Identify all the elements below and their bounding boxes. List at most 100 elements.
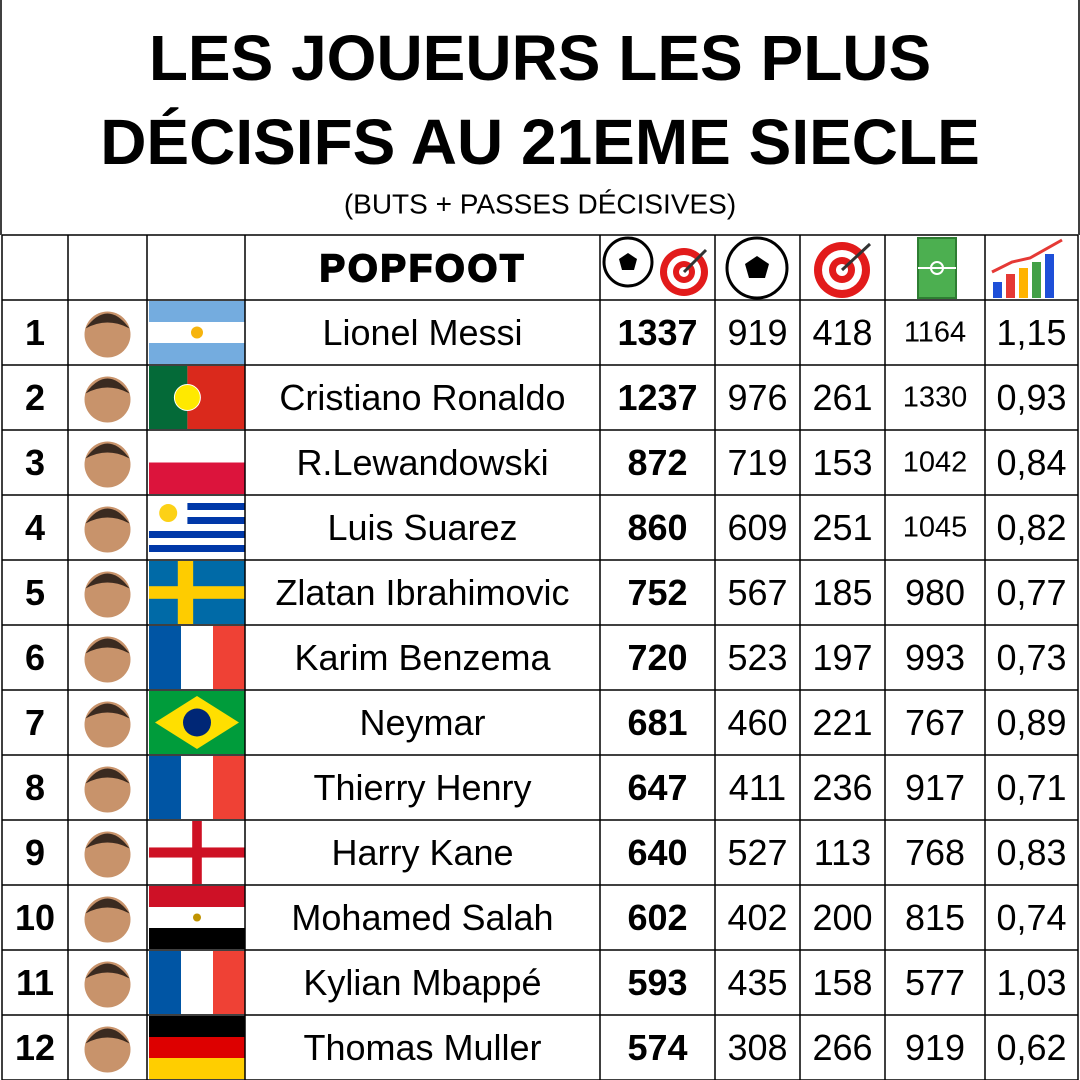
ratio: 1,15 bbox=[996, 312, 1066, 353]
flag-part bbox=[149, 552, 245, 559]
ratio: 0,74 bbox=[996, 897, 1066, 938]
table-row: 4 Luis Suarez 860 609 251 1045 0,82 bbox=[25, 496, 1067, 559]
flag-part bbox=[181, 951, 213, 1014]
flag-part bbox=[149, 503, 245, 510]
table-row: 7 Neymar 681 460 221 767 0,89 bbox=[25, 691, 1067, 754]
flag-part bbox=[149, 1016, 245, 1037]
player-name: Kylian Mbappé bbox=[303, 962, 541, 1003]
rank: 4 bbox=[25, 507, 45, 548]
flag-part bbox=[193, 913, 201, 922]
rank: 3 bbox=[25, 442, 45, 483]
player-name: Lionel Messi bbox=[322, 312, 522, 353]
player-name: Cristiano Ronaldo bbox=[279, 377, 565, 418]
matches: 993 bbox=[905, 637, 965, 678]
flag-part bbox=[181, 756, 213, 819]
flag-part bbox=[149, 431, 245, 463]
target-icon bbox=[814, 242, 872, 298]
player-name: Thierry Henry bbox=[313, 767, 531, 808]
flag-part bbox=[149, 586, 245, 599]
player-name: Neymar bbox=[359, 702, 485, 743]
table-row: 3 R.Lewandowski 872 719 153 1042 0,84 bbox=[25, 431, 1067, 494]
player-name: Mohamed Salah bbox=[291, 897, 553, 938]
player-name: Luis Suarez bbox=[327, 507, 517, 548]
table-row: 11 Kylian Mbappé 593 435 158 577 1,03 bbox=[16, 951, 1067, 1014]
player-name: Thomas Muller bbox=[303, 1027, 541, 1068]
flag-part bbox=[149, 517, 245, 524]
total-decisive: 640 bbox=[627, 832, 687, 873]
player-photo-hair bbox=[85, 443, 130, 459]
ratio: 0,71 bbox=[996, 767, 1066, 808]
total-decisive: 593 bbox=[627, 962, 687, 1003]
title-line: DÉCISIFS AU 21EME SIECLE bbox=[100, 106, 980, 178]
player-photo-hair bbox=[85, 1028, 130, 1044]
flag-part bbox=[149, 531, 245, 538]
player-name: Karim Benzema bbox=[294, 637, 551, 678]
player-photo-hair bbox=[85, 313, 130, 329]
goals: 567 bbox=[727, 572, 787, 613]
rank: 2 bbox=[25, 377, 45, 418]
flag-part bbox=[149, 301, 245, 322]
ratio: 0,83 bbox=[996, 832, 1066, 873]
ratio: 0,73 bbox=[996, 637, 1066, 678]
table-row: 2 Cristiano Ronaldo 1237 976 261 1330 0,93 bbox=[25, 366, 1067, 429]
rank: 11 bbox=[16, 962, 54, 1003]
flag-part bbox=[181, 626, 213, 689]
player-name: Harry Kane bbox=[331, 832, 513, 873]
total-decisive: 752 bbox=[627, 572, 687, 613]
logo: POPFOOT bbox=[320, 248, 527, 290]
matches: 980 bbox=[905, 572, 965, 613]
rank: 10 bbox=[15, 897, 55, 938]
flag-part bbox=[213, 626, 245, 689]
flag-part bbox=[149, 496, 245, 503]
player-photo-hair bbox=[85, 508, 130, 524]
total-decisive: 681 bbox=[627, 702, 687, 743]
flag-part bbox=[173, 384, 201, 411]
table-row: 5 Zlatan Ibrahimovic 752 567 185 980 0,77 bbox=[25, 561, 1067, 624]
rank: 1 bbox=[25, 312, 45, 353]
table-row: 6 Karim Benzema 720 523 197 993 0,73 bbox=[25, 626, 1067, 689]
flag-part bbox=[149, 886, 245, 907]
flag-part bbox=[149, 538, 245, 545]
total-decisive: 872 bbox=[627, 442, 687, 483]
flag-part bbox=[149, 462, 245, 494]
matches: 577 bbox=[905, 962, 965, 1003]
matches: 815 bbox=[905, 897, 965, 938]
flag-part bbox=[213, 756, 245, 819]
total-decisive: 1337 bbox=[617, 312, 697, 353]
goals: 308 bbox=[727, 1027, 787, 1068]
table-row: 12 Thomas Muller 574 308 266 919 0,62 bbox=[15, 1016, 1067, 1079]
table-row: 9 Harry Kane 640 527 113 768 0,83 bbox=[25, 821, 1067, 884]
ball-icon bbox=[602, 236, 654, 288]
total-decisive: 1237 bbox=[617, 377, 697, 418]
assists: 221 bbox=[812, 702, 872, 743]
pitch-icon bbox=[917, 237, 957, 299]
rank: 7 bbox=[25, 702, 45, 743]
ratio: 0,77 bbox=[996, 572, 1066, 613]
flag-part bbox=[191, 326, 203, 339]
total-decisive: 647 bbox=[627, 767, 687, 808]
matches: 1164 bbox=[904, 317, 966, 349]
ratio: 1,03 bbox=[996, 962, 1066, 1003]
rank: 5 bbox=[25, 572, 45, 613]
player-photo-hair bbox=[85, 638, 130, 654]
flag-part bbox=[213, 951, 245, 1014]
goals: 411 bbox=[729, 767, 786, 808]
assists: 418 bbox=[812, 312, 872, 353]
total-decisive: 860 bbox=[627, 507, 687, 548]
flag-part bbox=[149, 756, 181, 819]
matches: 768 bbox=[905, 832, 965, 873]
flag-part bbox=[149, 1058, 245, 1079]
matches: 1045 bbox=[903, 512, 968, 544]
player-photo-hair bbox=[85, 573, 130, 589]
ball-icon bbox=[725, 236, 789, 300]
assists: 113 bbox=[814, 832, 871, 873]
assists: 185 bbox=[812, 572, 872, 613]
total-decisive: 574 bbox=[627, 1027, 687, 1068]
goals: 976 bbox=[727, 377, 787, 418]
goals: 527 bbox=[727, 832, 787, 873]
flag-part bbox=[149, 343, 245, 364]
flag-part bbox=[192, 821, 202, 884]
ratio: 0,82 bbox=[996, 507, 1066, 548]
assists: 197 bbox=[812, 637, 872, 678]
matches: 1042 bbox=[903, 447, 968, 479]
